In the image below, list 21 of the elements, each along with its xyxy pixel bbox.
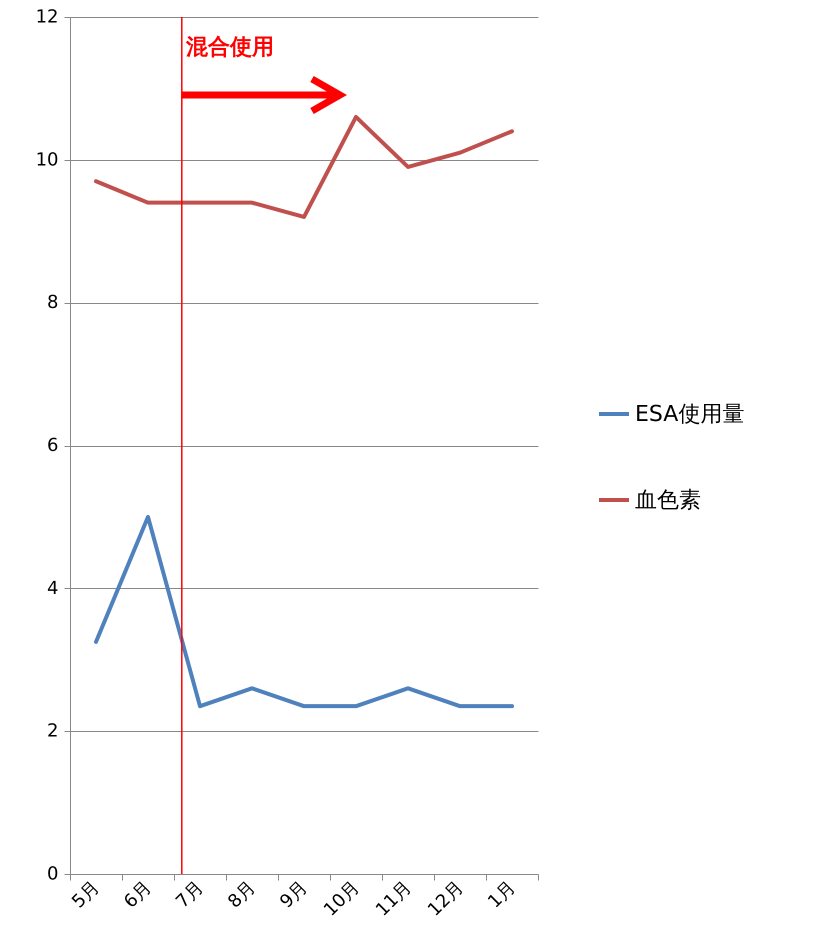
line-series <box>94 514 514 708</box>
line-series <box>94 114 514 219</box>
y-tick-label: 8 <box>47 292 58 314</box>
x-tick-label: 11月 <box>372 876 416 920</box>
y-tick-label: 2 <box>47 720 58 742</box>
x-tick-label: 10月 <box>320 876 364 920</box>
y-tick-label: 0 <box>47 864 58 884</box>
x-tick-label: 12月 <box>424 876 468 920</box>
x-tick-label: 7月 <box>172 876 208 912</box>
y-tick-label: 6 <box>47 435 58 456</box>
legend-label: ESA使用量 <box>635 402 744 427</box>
ref-line-label: 混合使用 <box>184 35 274 60</box>
legend-label: 血色素 <box>635 488 701 513</box>
x-tick-label: 1月 <box>484 876 520 912</box>
x-tick-label: 6月 <box>120 876 156 912</box>
x-tick-label: 9月 <box>276 876 312 912</box>
x-tick-label: 5月 <box>68 876 104 912</box>
y-tick-label: 4 <box>47 578 58 599</box>
y-tick-label: 10 <box>36 149 58 170</box>
y-tick-label: 12 <box>36 6 58 28</box>
x-tick-label: 8月 <box>224 876 260 912</box>
